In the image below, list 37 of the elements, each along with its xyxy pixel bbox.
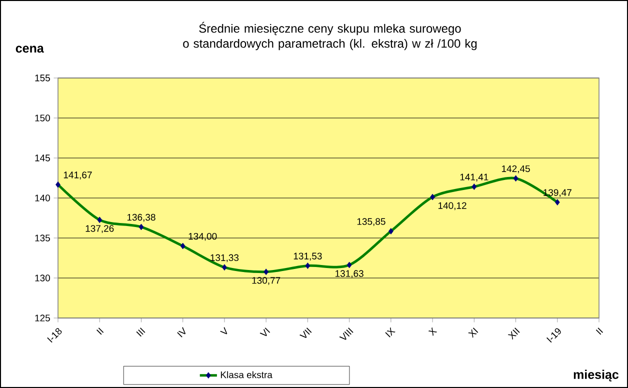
x-tick-label: IX [385,327,396,338]
y-tick-label: 155 [35,74,50,82]
x-tick-label: XII [508,328,520,340]
x-tick-label: X [428,327,438,336]
chart-title: Średnie miesięczne ceny skupu mleka surowego o standardowych parametrach (kl. ekstra) w zł /100 kg [183,22,477,50]
data-label: 140,12 [438,202,466,210]
x-tick-label: II [96,328,104,335]
x-tick-label: IV [177,327,186,338]
data-label: 135,85 [357,218,386,226]
x-tick-label: V [220,327,228,334]
data-label: 141,67 [64,172,92,180]
x-tick-label: I-19 [546,328,561,343]
x-tick-label: I-18 [47,328,62,343]
y-tick-label: 150 [35,114,50,122]
data-label: 136,38 [127,214,156,222]
data-label: 142,45 [502,165,530,174]
y-axis-title: cena [16,46,44,53]
y-tick-label: 135 [35,234,50,242]
data-label: 137,26 [86,225,114,233]
x-axis-title: miesiąc [574,370,619,382]
data-label: 134,00 [188,232,217,241]
data-label: 131,63 [336,270,364,278]
data-label: 131,33 [210,254,239,262]
x-tick-label: II [596,328,604,335]
x-tick-label: VI [260,328,270,336]
x-tick-label: III [136,328,146,337]
legend-label: Klasa ekstra [220,371,272,378]
y-tick-label: 125 [35,314,50,322]
x-tick-label: VII [300,328,312,338]
y-tick-label: 145 [35,154,50,162]
data-label: 141,41 [460,174,488,182]
y-tick-label: 140 [35,194,50,202]
y-tick-label: 130 [35,274,50,282]
x-tick-label: VIII [339,328,354,340]
data-label: 130,77 [252,277,280,285]
x-tick-label: XI [468,328,478,338]
data-label: 131,53 [294,252,322,261]
